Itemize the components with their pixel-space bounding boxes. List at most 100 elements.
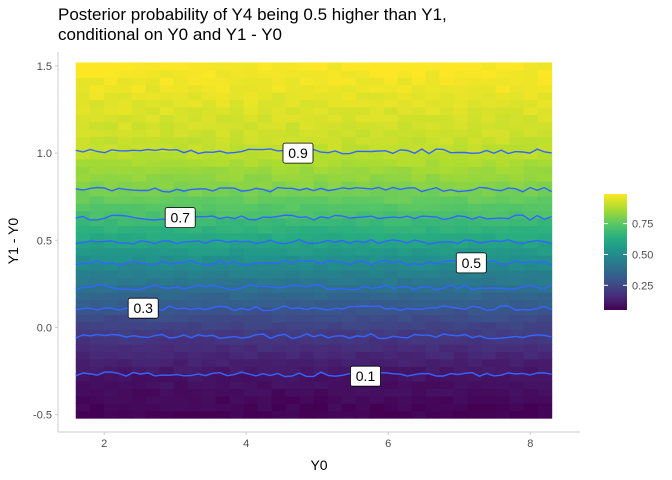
heatmap-cell <box>313 69 329 78</box>
heatmap-cell <box>509 114 525 123</box>
heatmap-cell <box>327 143 343 152</box>
heatmap-cell <box>75 106 91 115</box>
heatmap-cell <box>299 343 315 352</box>
heatmap-cell <box>341 269 357 278</box>
heatmap-cell <box>215 210 231 219</box>
heatmap-cell <box>439 151 455 160</box>
heatmap-cell <box>89 388 105 397</box>
heatmap-cell <box>481 403 497 412</box>
heatmap-cell <box>215 255 231 264</box>
heatmap-cell <box>131 114 147 123</box>
heatmap-cell <box>229 292 245 301</box>
heatmap-cell <box>425 366 441 375</box>
heatmap-cell <box>229 299 245 308</box>
heatmap-cell <box>341 158 357 167</box>
heatmap-cell <box>523 232 539 241</box>
heatmap-cell <box>397 366 413 375</box>
heatmap-cell <box>397 136 413 145</box>
heatmap-cell <box>257 225 273 234</box>
x-tick-label: 6 <box>385 438 391 450</box>
heatmap-cell <box>173 388 189 397</box>
heatmap-cell <box>397 62 413 71</box>
heatmap-cell <box>537 336 553 345</box>
heatmap-cell <box>453 277 469 286</box>
heatmap-cell <box>313 136 329 145</box>
heatmap-cell <box>439 247 455 256</box>
heatmap-cell <box>299 195 315 204</box>
heatmap-cell <box>117 403 133 412</box>
heatmap-cell <box>257 395 273 404</box>
heatmap-cell <box>481 210 497 219</box>
heatmap-cell <box>103 106 119 115</box>
heatmap-cell <box>495 69 511 78</box>
heatmap-cell <box>131 69 147 78</box>
heatmap-cell <box>187 158 203 167</box>
heatmap-cell <box>439 121 455 130</box>
heatmap-cell <box>257 136 273 145</box>
heatmap-cell <box>397 292 413 301</box>
heatmap-cell <box>201 306 217 315</box>
heatmap-cell <box>243 336 259 345</box>
heatmap-cell <box>411 292 427 301</box>
heatmap-cell <box>369 255 385 264</box>
heatmap-cell <box>201 373 217 382</box>
heatmap-cell <box>201 136 217 145</box>
heatmap-cell <box>229 166 245 175</box>
heatmap-cell <box>299 262 315 271</box>
heatmap-cell <box>103 158 119 167</box>
heatmap-cell <box>285 129 301 138</box>
heatmap-cell <box>481 336 497 345</box>
heatmap-cell <box>215 84 231 93</box>
heatmap-cell <box>411 92 427 101</box>
heatmap-cell <box>313 403 329 412</box>
heatmap-cell <box>89 106 105 115</box>
heatmap-cell <box>523 84 539 93</box>
heatmap-cell <box>271 255 287 264</box>
heatmap-cell <box>467 232 483 241</box>
heatmap-cell <box>495 99 511 108</box>
heatmap-cell <box>201 410 217 419</box>
heatmap-cell <box>229 351 245 360</box>
heatmap-cell <box>201 299 217 308</box>
heatmap-cell <box>383 173 399 182</box>
heatmap-cell <box>383 180 399 189</box>
heatmap-cell <box>411 136 427 145</box>
heatmap-cell <box>117 395 133 404</box>
heatmap-cell <box>145 366 161 375</box>
heatmap-cell <box>495 92 511 101</box>
heatmap-cell <box>495 366 511 375</box>
heatmap-cell <box>201 336 217 345</box>
heatmap-cell <box>537 218 553 227</box>
heatmap-cell <box>159 129 175 138</box>
heatmap-cell <box>299 84 315 93</box>
heatmap-cell <box>453 203 469 212</box>
heatmap-cell <box>103 69 119 78</box>
heatmap-cell <box>509 403 525 412</box>
heatmap-cell <box>481 247 497 256</box>
heatmap-cell <box>439 314 455 323</box>
heatmap-cell <box>453 136 469 145</box>
heatmap-cell <box>369 203 385 212</box>
heatmap-cell <box>145 284 161 293</box>
heatmap-cell <box>187 381 203 390</box>
heatmap-cell <box>131 247 147 256</box>
heatmap-cell <box>103 166 119 175</box>
heatmap-cell <box>299 99 315 108</box>
heatmap-cell <box>145 99 161 108</box>
y-tick-label: 1.0 <box>37 148 52 160</box>
heatmap-cell <box>481 373 497 382</box>
heatmap-cell <box>173 92 189 101</box>
heatmap-cell <box>201 114 217 123</box>
heatmap-cell <box>355 314 371 323</box>
heatmap-cell <box>467 351 483 360</box>
heatmap-cell <box>229 225 245 234</box>
heatmap-cell <box>299 173 315 182</box>
colorbar-tick-label: 0.25 <box>632 280 653 292</box>
heatmap-cell <box>201 77 217 86</box>
heatmap-cell <box>509 336 525 345</box>
heatmap-cell <box>243 358 259 367</box>
heatmap-cell <box>439 106 455 115</box>
heatmap-cell <box>481 99 497 108</box>
heatmap-cell <box>425 151 441 160</box>
heatmap-cell <box>523 225 539 234</box>
